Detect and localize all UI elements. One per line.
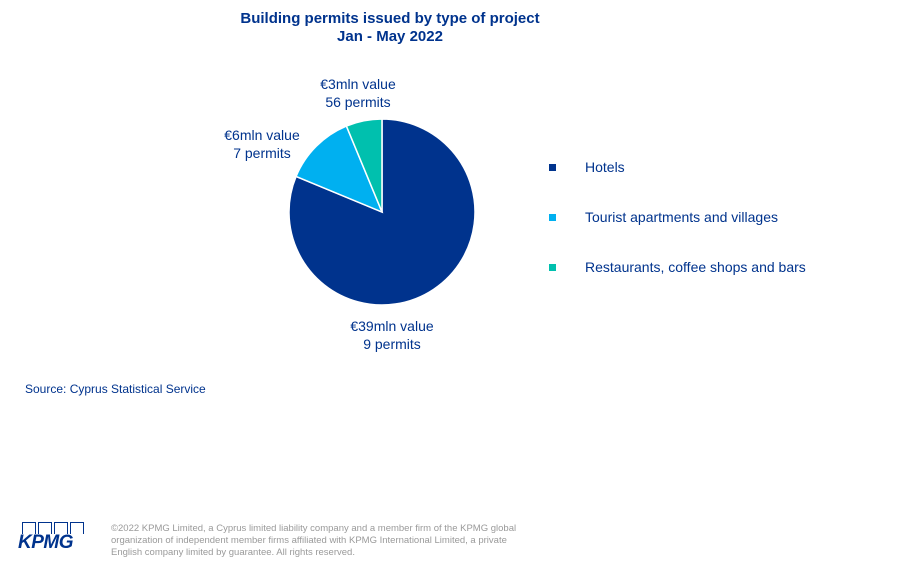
legend: Hotels Tourist apartments and villages R… <box>545 158 806 308</box>
pie-slice-restaurants <box>345 118 383 213</box>
kpmg-logo: KPMG <box>18 522 88 552</box>
legend-item-tourist-apartments: Tourist apartments and villages <box>545 208 806 226</box>
legend-item-restaurants: Restaurants, coffee shops and bars <box>545 258 806 276</box>
slice-permits-label-tourist-apartments: 7 permits <box>233 145 291 161</box>
chart-title-line2: Jan - May 2022 <box>337 28 443 45</box>
slice-permits-label-restaurants: 56 permits <box>325 94 390 110</box>
legend-swatch-hotels <box>549 163 556 171</box>
legend-item-hotels: Hotels <box>545 158 806 176</box>
legend-label-hotels: Hotels <box>585 159 625 175</box>
chart-title-line1: Building permits issued by type of proje… <box>240 10 540 27</box>
slice-value-label-tourist-apartments: €6mln value <box>224 127 300 143</box>
source-note: Source: Cyprus Statistical Service <box>25 382 206 396</box>
logo-text: KPMG <box>18 532 74 553</box>
slice-permits-label-hotels: 9 permits <box>363 336 421 352</box>
legend-label-restaurants: Restaurants, coffee shops and bars <box>585 259 806 275</box>
legend-label-tourist-apartments: Tourist apartments and villages <box>585 209 778 225</box>
chart-title: Building permits issued by type of proje… <box>190 10 590 46</box>
logo-boxes <box>22 522 88 534</box>
legend-swatch-restaurants <box>549 263 556 271</box>
copyright-notice: ©2022 KPMG Limited, a Cyprus limited lia… <box>111 523 517 558</box>
legend-swatch-tourist-apartments <box>549 213 556 221</box>
slice-value-label-restaurants: €3mln value <box>320 76 396 92</box>
pie-slice-tourist-apartments <box>295 125 384 214</box>
slice-value-label-hotels: €39mln value <box>350 318 433 334</box>
